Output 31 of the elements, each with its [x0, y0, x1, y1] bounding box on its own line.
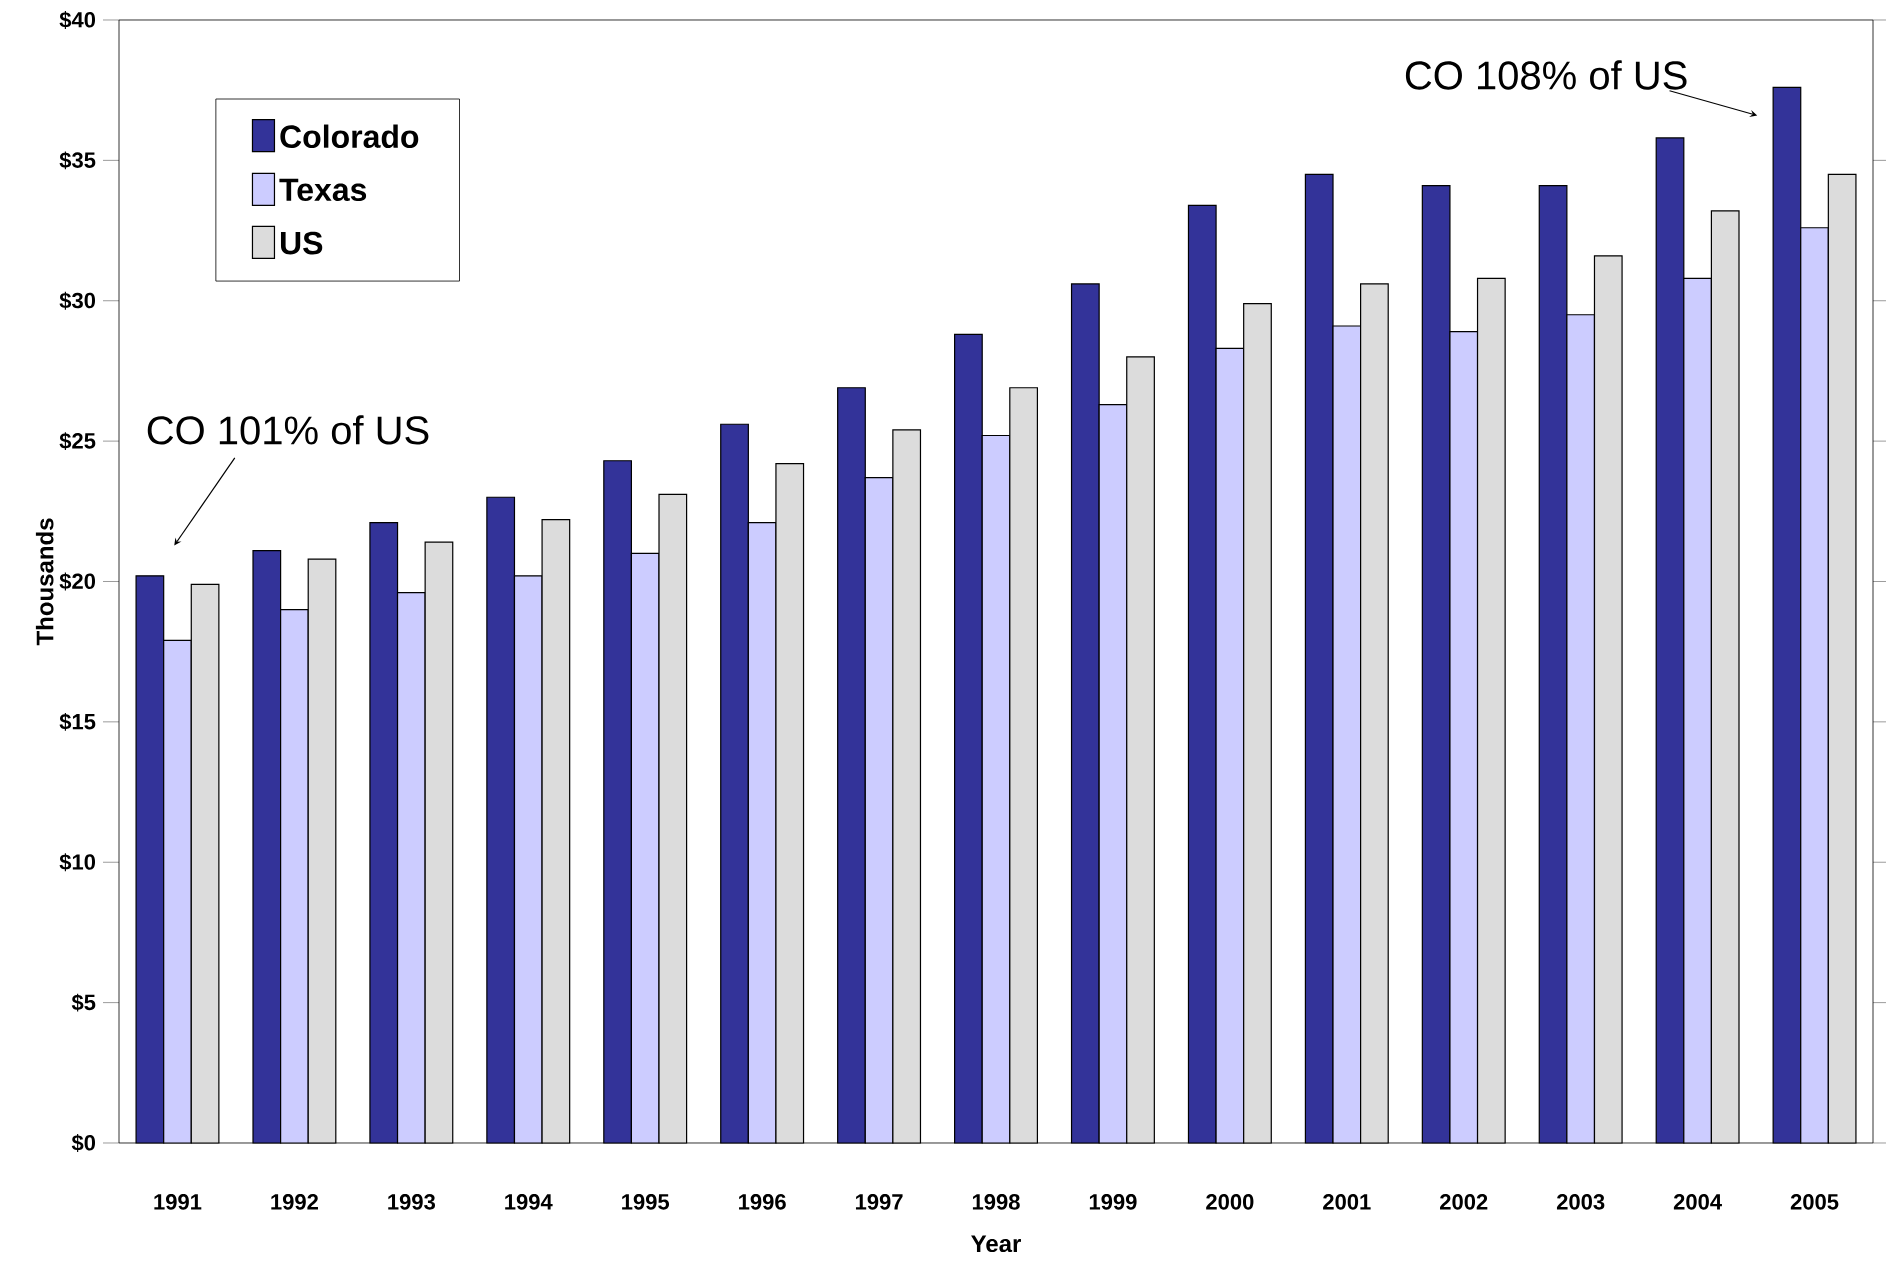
x-tick-label: 1995 — [622, 1194, 670, 1210]
x-tick-label: 1991 — [154, 1194, 202, 1210]
y-tick-label: $30 — [59, 291, 96, 310]
y-tick-label: $25 — [59, 432, 96, 451]
y-tick-label: $10 — [59, 853, 96, 872]
legend-label: Colorado — [280, 124, 419, 149]
y-tick-label: $0 — [71, 1134, 96, 1152]
x-tick-label: 2000 — [1206, 1194, 1254, 1210]
annotation: CO 101% of US — [147, 415, 429, 445]
x-tick-label: 1999 — [1089, 1194, 1137, 1210]
x-tick-label: 1997 — [855, 1194, 903, 1210]
x-tick-label: 1992 — [271, 1194, 318, 1210]
x-tick-label: 1994 — [505, 1194, 553, 1210]
y-tick-label: $15 — [59, 712, 96, 731]
legend-label: US — [280, 231, 323, 255]
x-tick-label: 2001 — [1323, 1194, 1371, 1210]
x-tick-label: 1996 — [739, 1194, 786, 1210]
legend-label: Texas — [279, 178, 367, 202]
x-tick-label: 1998 — [972, 1194, 1020, 1210]
y-tick-label: $5 — [71, 993, 96, 1012]
y-tick-label: $35 — [59, 151, 96, 170]
y-tick-label: $40 — [59, 11, 96, 29]
x-tick-label: 2005 — [1790, 1194, 1839, 1210]
x-tick-label: 2003 — [1556, 1194, 1605, 1210]
y-tick-label: $20 — [59, 572, 96, 591]
x-axis-title: Year — [971, 1235, 1021, 1253]
x-tick-label: 2004 — [1673, 1194, 1722, 1210]
x-tick-label: 2002 — [1440, 1194, 1488, 1210]
x-tick-label: 1993 — [388, 1194, 436, 1210]
annotation: CO 108% of US — [1405, 60, 1687, 90]
y-axis-title: Thousands — [35, 518, 54, 646]
